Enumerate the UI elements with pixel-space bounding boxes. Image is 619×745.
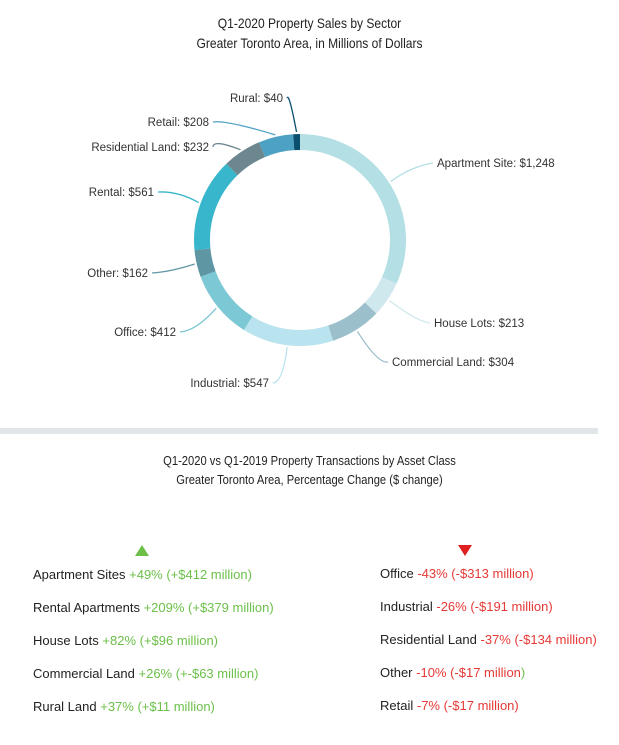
slice-label: Apartment Site: $1,248: [437, 158, 555, 170]
leader-line: [272, 347, 288, 384]
asset-class-name: Apartment Sites: [33, 567, 126, 582]
increase-item: Rental Apartments +209% (+$379 million): [33, 600, 274, 615]
donut-slice: [328, 302, 377, 341]
asset-class-name: Residential Land: [380, 632, 477, 647]
chart-subtitle: Greater Toronto Area, in Millions of Dol…: [196, 35, 423, 51]
donut-slice: [200, 271, 253, 330]
donut-slice: [300, 134, 406, 284]
slice-label: Office: $412: [114, 327, 176, 339]
change-value: -7% (-$17 million): [416, 698, 519, 713]
slice-label: Other: $162: [87, 268, 148, 280]
increase-item: Commercial Land +26% (+-$63 million): [33, 666, 258, 681]
leader-line: [388, 300, 431, 324]
change-value-tail: ): [520, 665, 526, 680]
leader-line: [356, 331, 389, 363]
leader-line: [179, 307, 217, 333]
asset-class-name: Office: [380, 566, 414, 581]
change-value: +26% (+-$63 million): [138, 666, 259, 681]
change-value: +209% (+$379 million): [143, 600, 274, 615]
slice-label: Rental: $561: [89, 187, 154, 199]
change-value: +37% (+$11 million): [100, 699, 215, 714]
increase-arrow-icon: [135, 545, 149, 556]
asset-class-name: Rental Apartments: [33, 600, 140, 615]
decrease-item: Industrial -26% (-$191 million): [380, 599, 553, 614]
slice-label: Industrial: $547: [190, 378, 269, 390]
section-title: Q1-2020 vs Q1-2019 Property Transactions…: [163, 453, 456, 468]
asset-class-name: House Lots: [33, 633, 99, 648]
slice-label: Commercial Land: $304: [392, 357, 515, 369]
asset-class-name: Rural Land: [33, 699, 97, 714]
donut-slice: [259, 134, 295, 157]
change-value: -43% (-$313 million): [417, 566, 534, 581]
slice-label: House Lots: $213: [434, 318, 524, 330]
donut-slice: [194, 248, 216, 277]
change-value: +49% (+$412 million): [129, 567, 252, 582]
leader-line: [212, 142, 241, 151]
asset-class-name: Industrial: [380, 599, 433, 614]
decrease-item: Office -43% (-$313 million): [380, 566, 534, 581]
slice-label: Retail: $208: [148, 117, 209, 129]
donut-slice: [293, 134, 300, 151]
asset-class-name: Other: [380, 665, 413, 680]
donut-slice: [364, 277, 397, 314]
leader-line: [390, 162, 434, 183]
decrease-item: Residential Land -37% (-$134 million): [380, 632, 597, 647]
section-subtitle: Greater Toronto Area, Percentage Change …: [176, 472, 443, 487]
section-divider: [0, 428, 598, 434]
donut-slice: [243, 316, 334, 346]
change-value: -37% (-$134 million): [480, 632, 597, 647]
asset-class-name: Retail: [380, 698, 414, 713]
donut-chart: Apartment Site: $1,248 House Lots: $213 Co…: [87, 93, 555, 390]
leader-line: [157, 191, 200, 204]
increase-item: Apartment Sites +49% (+$412 million): [33, 567, 252, 582]
increase-item: Rural Land +37% (+$11 million): [33, 699, 215, 714]
decrease-arrow-icon: [458, 545, 472, 556]
leader-line: [151, 263, 195, 274]
asset-class-name: Commercial Land: [33, 666, 135, 681]
leader-line: [286, 96, 298, 133]
change-value: -26% (-$191 million): [436, 599, 553, 614]
donut-slice: [226, 142, 266, 176]
decrease-item: Retail -7% (-$17 million): [380, 698, 519, 713]
leader-line: [212, 121, 276, 136]
donut-slice: [194, 163, 238, 251]
change-value: -10% (-$17 million: [416, 665, 521, 680]
slice-label: Rural: $40: [230, 93, 283, 105]
change-value: +82% (+$96 million): [102, 633, 219, 648]
decrease-item: Other -10% (-$17 million): [380, 665, 525, 680]
increase-item: House Lots +82% (+$96 million): [33, 633, 218, 648]
slice-label: Residential Land: $232: [91, 142, 209, 154]
chart-title: Q1-2020 Property Sales by Sector: [217, 15, 402, 31]
